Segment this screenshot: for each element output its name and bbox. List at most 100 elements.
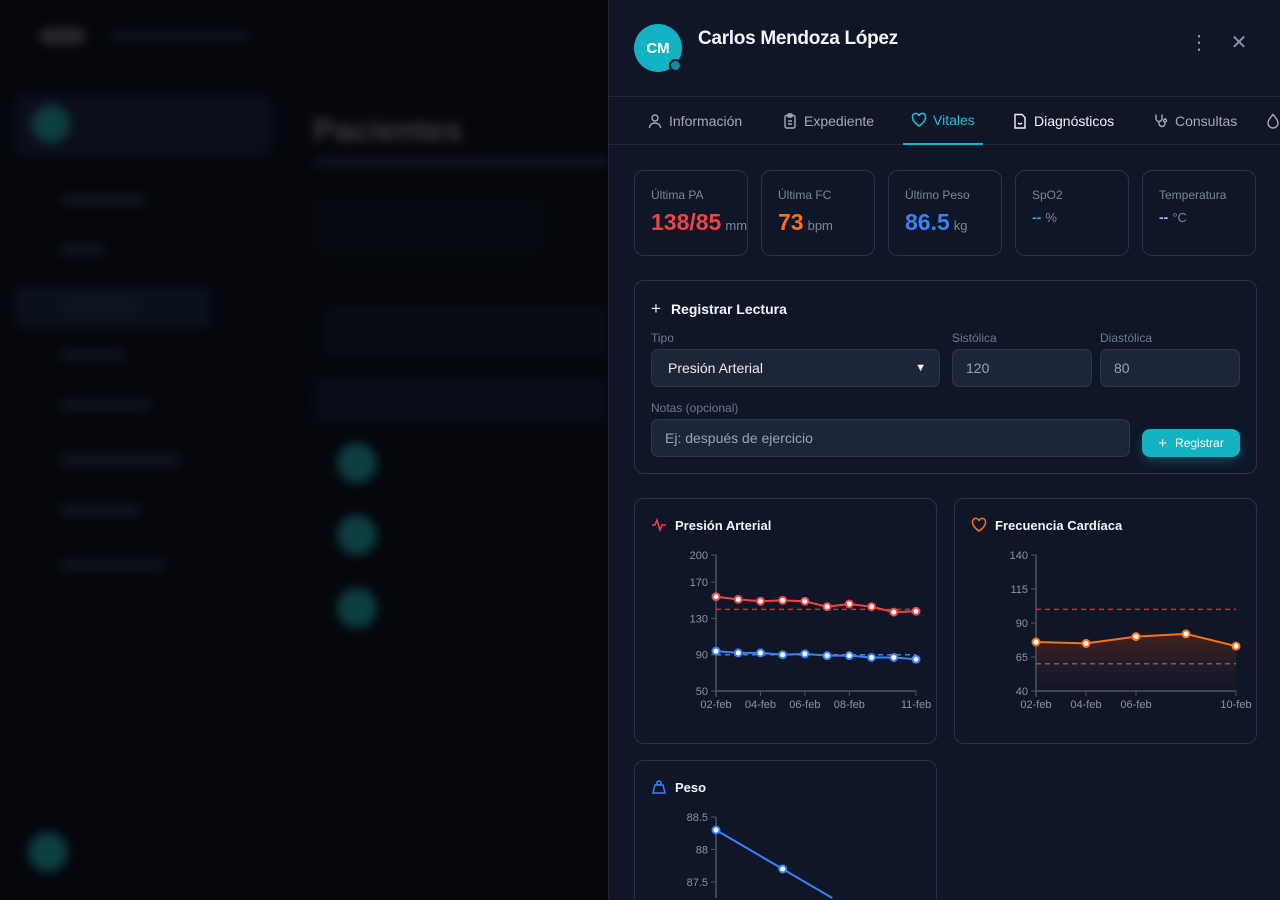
more-vertical-icon[interactable]: ⋮ [1189, 31, 1209, 54]
data-point [867, 602, 877, 612]
subtitle-blurred [313, 158, 608, 166]
page-title: Pacientes [313, 112, 463, 148]
vital-number: -- [1159, 209, 1169, 225]
y-tick-label: 40 [1016, 686, 1028, 698]
tab-label: Diagnósticos [1034, 113, 1115, 129]
y-tick-label: 90 [1016, 618, 1028, 630]
y-tick-label: 90 [696, 650, 708, 662]
x-tick-label: 11-feb [901, 699, 931, 711]
vital-value: -- °C [1159, 209, 1187, 227]
vital-number: 138/85 [651, 209, 722, 235]
vital-number: -- [1032, 209, 1042, 225]
y-tick-label: 115 [1010, 584, 1028, 596]
x-tick-label: 08-feb [834, 699, 865, 711]
x-tick-label: 10-feb [1220, 699, 1251, 711]
y-tick-label: 130 [690, 613, 708, 625]
plus-icon: + [651, 299, 661, 318]
avatar [337, 443, 377, 483]
sidebar-item [60, 505, 140, 515]
vital-value: 86.5 kg [905, 209, 968, 236]
data-point [711, 592, 721, 602]
y-tick-label: 140 [1010, 550, 1028, 562]
chart-title: Presión Arterial [651, 517, 771, 533]
tab-informacion[interactable]: Información [647, 97, 742, 145]
vital-unit: mmHg [725, 218, 748, 233]
weight-icon [652, 780, 666, 794]
data-point [733, 648, 743, 658]
drawer-header: CM Carlos Mendoza López ⋮ ✕ [609, 0, 1280, 97]
vital-card: Última FC 73 bpm [761, 170, 875, 256]
sidebar-item [60, 300, 140, 310]
notas-label: Notas (opcional) [651, 401, 739, 415]
data-point [844, 651, 854, 661]
registrar-button[interactable]: + Registrar [1142, 429, 1240, 457]
y-tick-label: 170 [690, 577, 708, 589]
close-icon[interactable]: ✕ [1230, 31, 1248, 54]
tab-label: Vitales [933, 112, 975, 128]
vital-label: Última PA [651, 188, 704, 202]
sidebar-item [60, 245, 105, 255]
x-tick-label: 02-feb [1020, 699, 1051, 711]
data-point [889, 607, 899, 617]
file-icon [1014, 113, 1026, 129]
vital-card: Última PA 138/85mmHg [634, 170, 748, 256]
data-point [778, 595, 788, 605]
data-point [800, 649, 810, 659]
tab-label: Expediente [804, 113, 875, 129]
vital-unit: % [1045, 210, 1057, 225]
vital-value: 138/85mmHg [651, 209, 748, 236]
sistolica-input[interactable]: 120 [952, 349, 1092, 387]
chart-title: Peso [651, 779, 706, 795]
register-reading-form: + Registrar Lectura Tipo Presión Arterial… [634, 280, 1257, 474]
data-point [778, 650, 788, 660]
data-point [1131, 632, 1141, 642]
data-point [755, 648, 765, 658]
diastolica-label: Diastólica [1100, 331, 1153, 345]
tipo-select[interactable]: Presión Arterial ▼ [651, 349, 940, 387]
data-point [1081, 638, 1091, 648]
chart-title: Frecuencia Cardíaca [971, 517, 1122, 533]
notas-input[interactable]: Ej: después de ejercicio [651, 419, 1130, 457]
data-point [755, 596, 765, 606]
x-tick-label: 06-feb [1120, 699, 1151, 711]
logo [40, 28, 85, 44]
chart-title-text: Presión Arterial [675, 517, 772, 533]
drop-icon [1267, 113, 1279, 129]
x-tick-label: 02-feb [700, 699, 731, 711]
tipo-label: Tipo [651, 331, 674, 345]
heart-icon [911, 112, 927, 127]
table-header [315, 378, 608, 423]
vital-number: 86.5 [905, 209, 950, 235]
chart-title-text: Frecuencia Cardíaca [995, 517, 1123, 533]
tipo-value: Presión Arterial [668, 360, 763, 376]
y-tick-label: 65 [1016, 652, 1028, 664]
avatar [337, 515, 377, 555]
data-point [1231, 641, 1241, 651]
avatar [32, 105, 70, 143]
tab-consultas[interactable]: Consultas [1153, 97, 1237, 145]
diastolica-input[interactable]: 80 [1100, 349, 1240, 387]
vital-unit: °C [1172, 210, 1187, 225]
sidebar-item [60, 400, 150, 410]
activity-icon [652, 517, 666, 533]
data-point [800, 596, 810, 606]
status-indicator [669, 59, 682, 72]
tab-expediente[interactable]: Expediente [782, 97, 874, 145]
data-point [844, 599, 854, 609]
data-point [1181, 629, 1191, 639]
vital-value: 73 bpm [778, 209, 833, 236]
tab-bar: Información Expediente Vitales Diagnósti… [609, 97, 1280, 145]
tab-more[interactable] [1265, 97, 1280, 145]
y-tick-label: 50 [696, 686, 708, 698]
vital-unit: bpm [807, 218, 833, 233]
data-point [911, 654, 921, 664]
avatar [28, 832, 68, 872]
tab-vitales[interactable]: Vitales [903, 97, 983, 145]
data-point [711, 825, 721, 835]
patient-name: Carlos Mendoza López [698, 28, 898, 49]
vital-card: Temperatura -- °C [1142, 170, 1256, 256]
tab-diagnosticos[interactable]: Diagnósticos [1012, 97, 1114, 145]
vital-label: Temperatura [1159, 188, 1227, 202]
y-tick-label: 88.5 [687, 812, 708, 824]
sidebar-item [60, 195, 145, 205]
